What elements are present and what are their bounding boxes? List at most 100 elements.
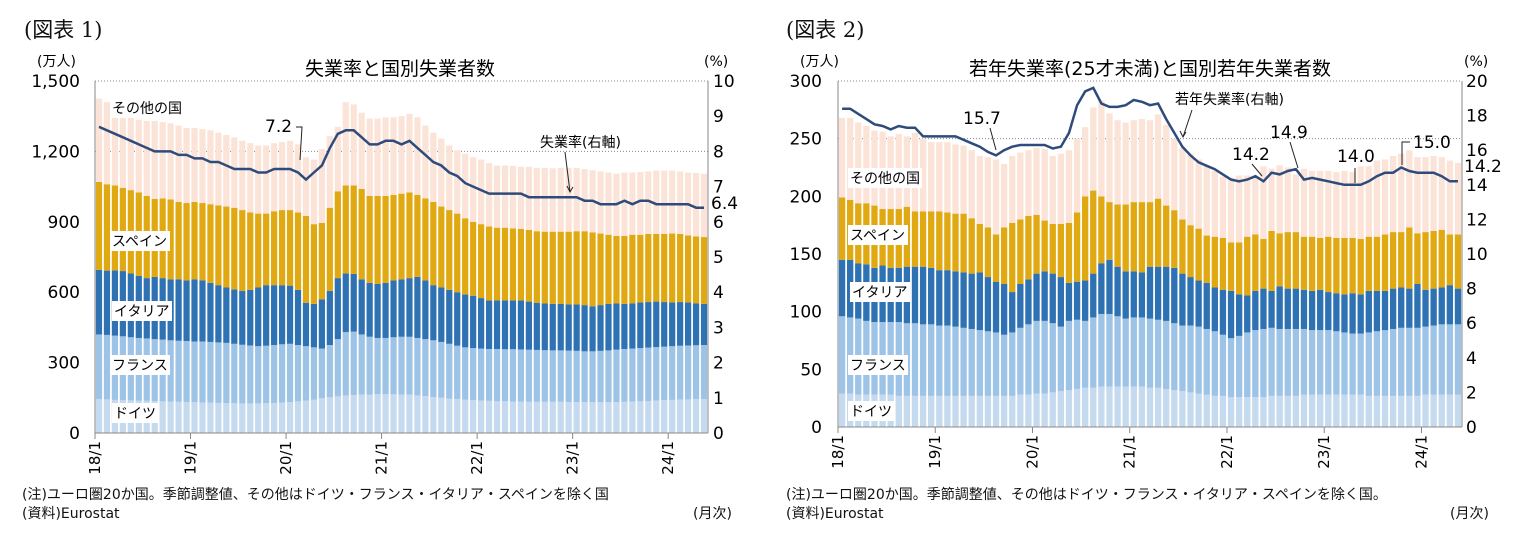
bar-1-58 (557, 350, 564, 402)
bar-1-63 (1349, 333, 1356, 395)
bar-4-52 (1260, 166, 1267, 240)
bar-4-69 (1398, 153, 1405, 233)
bar-0-63 (1349, 394, 1356, 427)
bar-3-21 (1009, 222, 1016, 293)
bar-4-23 (278, 142, 286, 211)
annotation-leader (1251, 163, 1263, 177)
bar-2-35 (1122, 271, 1129, 319)
bar-2-74 (1438, 287, 1445, 325)
bar-2-25 (1041, 271, 1048, 321)
bar-2-20 (1000, 283, 1008, 335)
rate-line (842, 86, 1458, 187)
bar-2-23 (1025, 279, 1032, 325)
bar-1-67 (629, 348, 636, 402)
bar-3-44 (1195, 228, 1202, 281)
bar-0-30 (1082, 387, 1089, 427)
bar-2-22 (271, 285, 278, 345)
x-tick-label: 20/1 (1023, 435, 1041, 469)
bar-3-17 (976, 224, 983, 273)
bar-2-27 (1057, 277, 1065, 327)
bar-3-27 (1057, 224, 1065, 278)
bar-3-35 (374, 195, 381, 284)
bar-3-34 (1114, 204, 1121, 267)
bar-3-26 (1049, 224, 1056, 274)
bar-1-44 (1195, 326, 1202, 394)
series-label: イタリア (852, 285, 907, 301)
bar-4-74 (1438, 157, 1445, 230)
annotation: 14.2 (1464, 157, 1502, 177)
bar-4-50 (1244, 175, 1251, 237)
bar-1-40 (1163, 320, 1170, 389)
series-label-bg (110, 355, 170, 375)
bar-2-15 (960, 272, 967, 328)
bar-2-44 (446, 289, 453, 344)
bar-2-12 (191, 279, 198, 342)
bar-4-29 (326, 136, 333, 208)
bar-0-42 (430, 397, 437, 433)
y-tick-right: 8 (1466, 280, 1477, 300)
bar-4-22 (1017, 152, 1024, 220)
bar-0-59 (1317, 394, 1324, 427)
rate-line (98, 125, 704, 209)
bar-2-32 (1098, 263, 1105, 314)
bar-3-40 (414, 194, 421, 277)
bar-1-31 (342, 332, 349, 396)
bar-3-74 (684, 235, 692, 303)
bar-0-29 (326, 397, 333, 433)
bar-2-38 (1146, 266, 1154, 319)
bar-1-13 (199, 341, 206, 403)
bar-4-33 (1106, 113, 1113, 203)
bar-1-12 (191, 341, 198, 403)
bar-1-37 (390, 337, 397, 395)
bar-2-73 (1430, 288, 1437, 326)
bar-3-3 (119, 187, 126, 272)
bar-3-50 (493, 227, 501, 301)
y-tick-right: 20 (1466, 72, 1488, 92)
bar-4-66 (1373, 160, 1381, 237)
bar-4-56 (1292, 174, 1300, 233)
bar-3-74 (1438, 229, 1445, 288)
y-tick-left: 0 (811, 418, 822, 438)
y-tick-right: 3 (713, 318, 724, 338)
bar-4-53 (517, 166, 525, 229)
bar-1-15 (215, 342, 222, 403)
bar-0-69 (1398, 395, 1405, 427)
bar-4-71 (1414, 157, 1421, 234)
bar-3-64 (1357, 239, 1364, 295)
bar-1-14 (207, 341, 214, 403)
bar-4-17 (231, 137, 238, 208)
bar-4-25 (294, 144, 302, 213)
series-label: その他の国 (850, 171, 920, 187)
bar-1-70 (1406, 327, 1413, 396)
bar-2-10 (919, 266, 927, 325)
bar-0-10 (919, 395, 927, 427)
annotation: 14.0 (1337, 147, 1375, 167)
bar-4-46 (1211, 170, 1218, 237)
bar-2-65 (1365, 290, 1372, 333)
y-tick-right: 18 (1466, 107, 1488, 127)
x-tick-label: 20/1 (277, 441, 295, 475)
bar-4-39 (1154, 114, 1162, 199)
bar-1-57 (549, 350, 556, 402)
bar-2-68 (637, 302, 644, 349)
series-label-bg (110, 231, 170, 251)
bar-2-36 (382, 282, 389, 338)
bar-1-15 (960, 327, 967, 396)
bar-4-33 (358, 112, 365, 189)
bar-2-28 (318, 299, 325, 349)
bar-3-34 (366, 195, 373, 283)
bar-2-71 (661, 302, 668, 347)
bar-1-24 (1033, 320, 1040, 394)
bar-1-42 (1179, 325, 1186, 392)
bar-1-17 (231, 343, 238, 404)
bar-3-28 (318, 222, 325, 300)
bar-4-41 (422, 125, 429, 199)
bar-4-71 (661, 170, 668, 234)
bar-3-30 (334, 191, 341, 279)
bar-4-39 (406, 113, 413, 193)
bar-0-38 (1146, 387, 1154, 427)
bar-1-68 (1389, 328, 1397, 396)
bar-0-11 (928, 395, 935, 427)
bar-4-0 (838, 117, 846, 198)
bar-1-18 (984, 331, 992, 396)
